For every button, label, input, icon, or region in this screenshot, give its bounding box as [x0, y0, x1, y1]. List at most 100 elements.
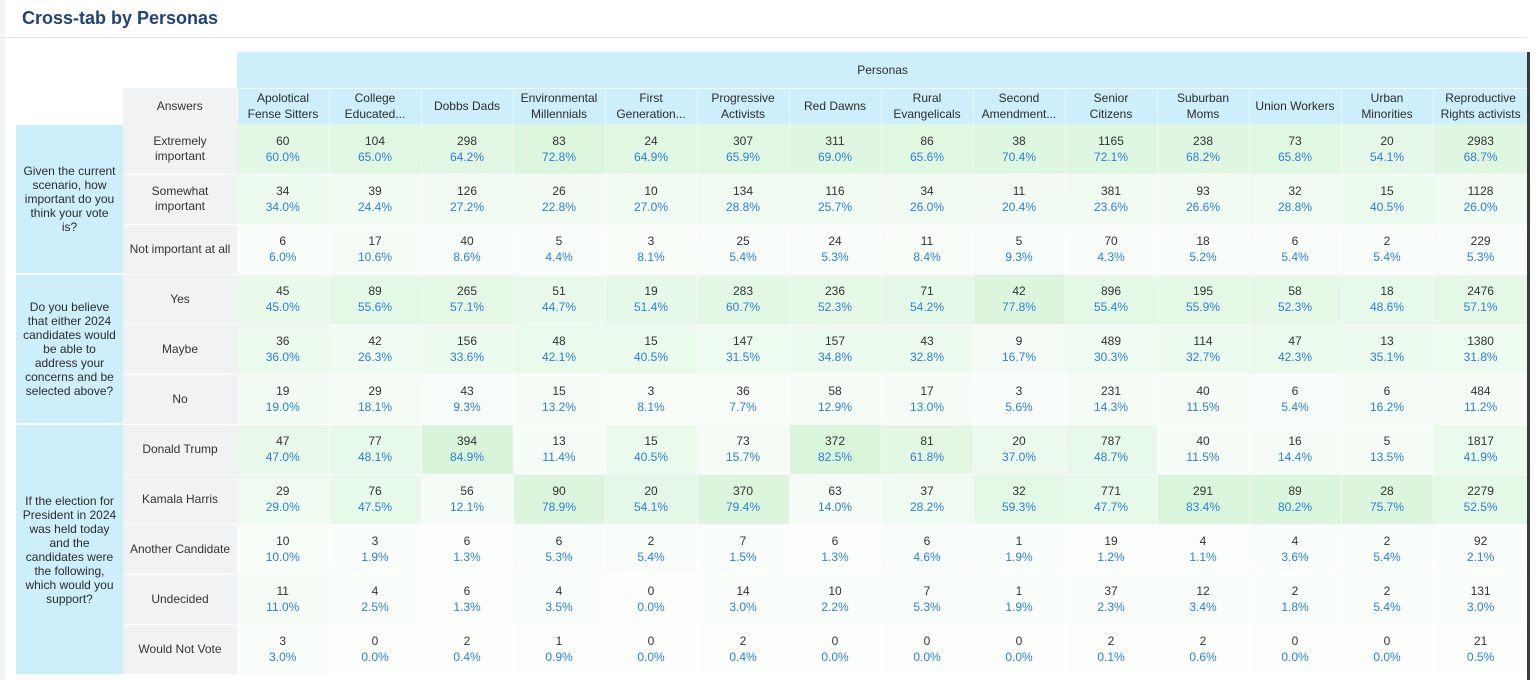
data-cell[interactable]: 3 3.0%	[237, 624, 330, 675]
data-cell[interactable]: 126 27.2%	[421, 174, 514, 225]
data-cell[interactable]: 896 55.4%	[1065, 274, 1158, 325]
data-cell[interactable]: 40 8.6%	[421, 224, 514, 275]
data-cell[interactable]: 372 82.5%	[789, 424, 882, 475]
data-cell[interactable]: 89 80.2%	[1249, 474, 1342, 525]
data-cell[interactable]: 43 32.8%	[881, 324, 974, 375]
data-cell[interactable]: 2983 68.7%	[1433, 124, 1528, 175]
data-cell[interactable]: 25 5.4%	[697, 224, 790, 275]
persona-column-header[interactable]: College Educated...	[329, 88, 422, 124]
data-cell[interactable]: 147 31.5%	[697, 324, 790, 375]
data-cell[interactable]: 63 14.0%	[789, 474, 882, 525]
data-cell[interactable]: 0 0.0%	[1341, 624, 1434, 675]
data-cell[interactable]: 265 57.1%	[421, 274, 514, 325]
data-cell[interactable]: 0 0.0%	[1249, 624, 1342, 675]
data-cell[interactable]: 1 1.9%	[973, 524, 1066, 575]
data-cell[interactable]: 9 16.7%	[973, 324, 1066, 375]
data-cell[interactable]: 28 75.7%	[1341, 474, 1434, 525]
persona-column-header[interactable]: Reproductive Rights activists	[1433, 88, 1528, 124]
data-cell[interactable]: 394 84.9%	[421, 424, 514, 475]
data-cell[interactable]: 32 28.8%	[1249, 174, 1342, 225]
data-cell[interactable]: 10 10.0%	[237, 524, 330, 575]
data-cell[interactable]: 195 55.9%	[1157, 274, 1250, 325]
data-cell[interactable]: 15 40.5%	[605, 324, 698, 375]
data-cell[interactable]: 6 1.3%	[421, 524, 514, 575]
data-cell[interactable]: 6 1.3%	[789, 524, 882, 575]
data-cell[interactable]: 311 69.0%	[789, 124, 882, 175]
data-cell[interactable]: 45 45.0%	[237, 274, 330, 325]
data-cell[interactable]: 307 65.9%	[697, 124, 790, 175]
data-cell[interactable]: 36 36.0%	[237, 324, 330, 375]
data-cell[interactable]: 6 5.4%	[1249, 224, 1342, 275]
data-cell[interactable]: 1128 26.0%	[1433, 174, 1528, 225]
data-cell[interactable]: 1380 31.8%	[1433, 324, 1528, 375]
data-cell[interactable]: 7 1.5%	[697, 524, 790, 575]
persona-column-header[interactable]: Apolotical Fense Sitters	[237, 88, 330, 124]
data-cell[interactable]: 89 55.6%	[329, 274, 422, 325]
data-cell[interactable]: 34 26.0%	[881, 174, 974, 225]
data-cell[interactable]: 16 14.4%	[1249, 424, 1342, 475]
data-cell[interactable]: 2 0.4%	[421, 624, 514, 675]
data-cell[interactable]: 2 0.6%	[1157, 624, 1250, 675]
data-cell[interactable]: 156 33.6%	[421, 324, 514, 375]
data-cell[interactable]: 36 7.7%	[697, 374, 790, 425]
data-cell[interactable]: 116 25.7%	[789, 174, 882, 225]
data-cell[interactable]: 17 13.0%	[881, 374, 974, 425]
persona-column-header[interactable]: Urban Minorities	[1341, 88, 1434, 124]
data-cell[interactable]: 26 22.8%	[513, 174, 606, 225]
data-cell[interactable]: 4 3.5%	[513, 574, 606, 625]
data-cell[interactable]: 42 26.3%	[329, 324, 422, 375]
data-cell[interactable]: 13 35.1%	[1341, 324, 1434, 375]
data-cell[interactable]: 2 0.1%	[1065, 624, 1158, 675]
data-cell[interactable]: 0 0.0%	[789, 624, 882, 675]
persona-column-header[interactable]: Union Workers	[1249, 88, 1342, 124]
data-cell[interactable]: 370 79.4%	[697, 474, 790, 525]
data-cell[interactable]: 92 2.1%	[1433, 524, 1528, 575]
data-cell[interactable]: 18 48.6%	[1341, 274, 1434, 325]
persona-column-header[interactable]: Environmental Millennials	[513, 88, 606, 124]
data-cell[interactable]: 484 11.2%	[1433, 374, 1528, 425]
persona-column-header[interactable]: Second Amendment...	[973, 88, 1066, 124]
data-cell[interactable]: 12 3.4%	[1157, 574, 1250, 625]
data-cell[interactable]: 29 18.1%	[329, 374, 422, 425]
answers-column-header[interactable]: Answers	[123, 88, 238, 124]
data-cell[interactable]: 3 1.9%	[329, 524, 422, 575]
data-cell[interactable]: 1 0.9%	[513, 624, 606, 675]
data-cell[interactable]: 104 65.0%	[329, 124, 422, 175]
data-cell[interactable]: 771 47.7%	[1065, 474, 1158, 525]
data-cell[interactable]: 40 11.5%	[1157, 424, 1250, 475]
data-cell[interactable]: 70 4.3%	[1065, 224, 1158, 275]
data-cell[interactable]: 47 47.0%	[237, 424, 330, 475]
persona-column-header[interactable]: Senior Citizens	[1065, 88, 1158, 124]
data-cell[interactable]: 3 8.1%	[605, 224, 698, 275]
crosstab-table-container[interactable]: Personas Answers Apolotical Fense Sitters Co…	[16, 52, 1528, 680]
data-cell[interactable]: 4 1.1%	[1157, 524, 1250, 575]
data-cell[interactable]: 14 3.0%	[697, 574, 790, 625]
data-cell[interactable]: 20 54.1%	[1341, 124, 1434, 175]
data-cell[interactable]: 56 12.1%	[421, 474, 514, 525]
vertical-scrollbar[interactable]	[1527, 52, 1530, 680]
data-cell[interactable]: 236 52.3%	[789, 274, 882, 325]
data-cell[interactable]: 7 5.3%	[881, 574, 974, 625]
data-cell[interactable]: 6 16.2%	[1341, 374, 1434, 425]
data-cell[interactable]: 0 0.0%	[605, 574, 698, 625]
data-cell[interactable]: 3 8.1%	[605, 374, 698, 425]
data-cell[interactable]: 20 54.1%	[605, 474, 698, 525]
data-cell[interactable]: 21 0.5%	[1433, 624, 1528, 675]
data-cell[interactable]: 10 2.2%	[789, 574, 882, 625]
data-cell[interactable]: 37 2.3%	[1065, 574, 1158, 625]
data-cell[interactable]: 231 14.3%	[1065, 374, 1158, 425]
data-cell[interactable]: 18 5.2%	[1157, 224, 1250, 275]
data-cell[interactable]: 2 1.8%	[1249, 574, 1342, 625]
data-cell[interactable]: 19 19.0%	[237, 374, 330, 425]
data-cell[interactable]: 5 13.5%	[1341, 424, 1434, 475]
data-cell[interactable]: 1817 41.9%	[1433, 424, 1528, 475]
data-cell[interactable]: 0 0.0%	[329, 624, 422, 675]
data-cell[interactable]: 11 8.4%	[881, 224, 974, 275]
data-cell[interactable]: 2 0.4%	[697, 624, 790, 675]
data-cell[interactable]: 3 5.6%	[973, 374, 1066, 425]
data-cell[interactable]: 2 5.4%	[1341, 574, 1434, 625]
data-cell[interactable]: 19 1.2%	[1065, 524, 1158, 575]
data-cell[interactable]: 39 24.4%	[329, 174, 422, 225]
data-cell[interactable]: 157 34.8%	[789, 324, 882, 375]
data-cell[interactable]: 2279 52.5%	[1433, 474, 1528, 525]
